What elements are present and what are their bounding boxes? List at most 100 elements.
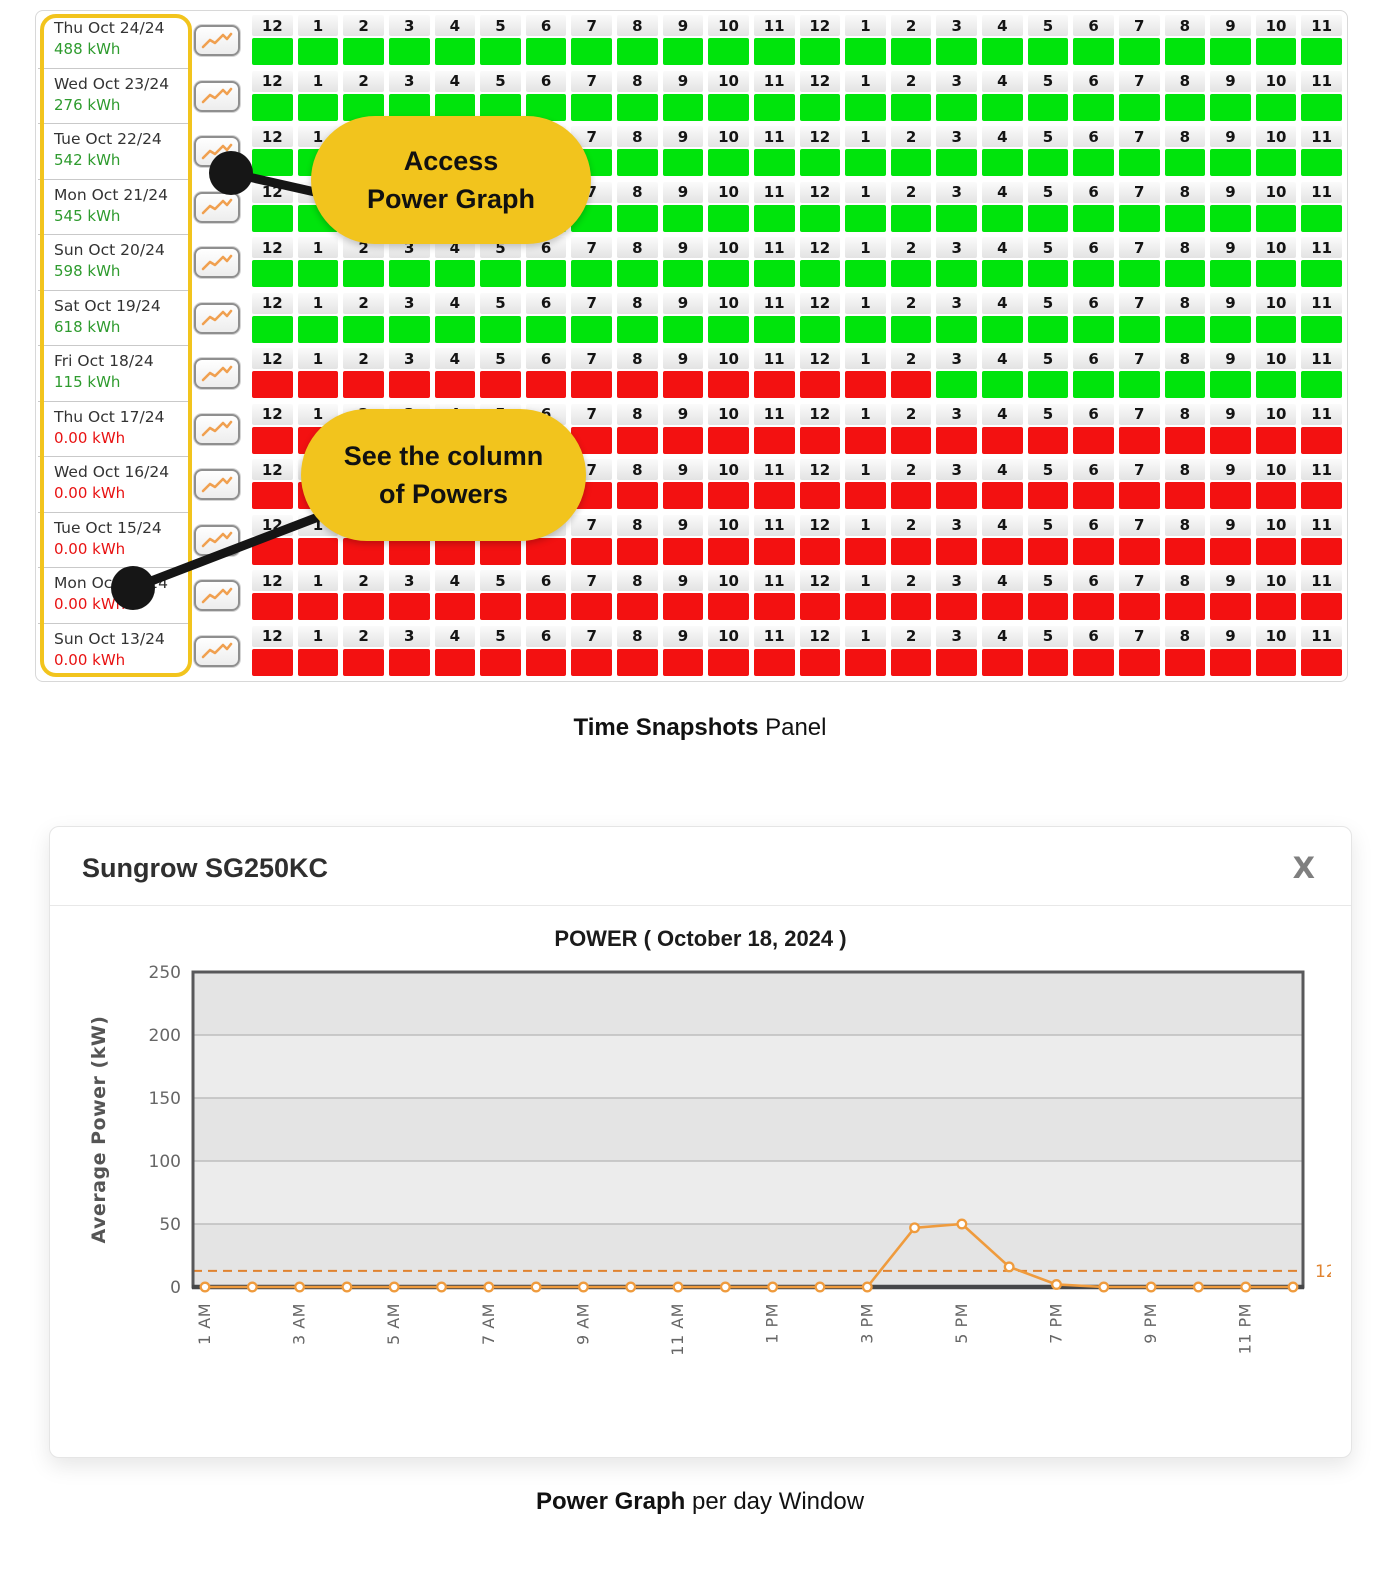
hour-status-cell[interactable] — [525, 315, 567, 343]
power-graph-button[interactable] — [194, 191, 240, 223]
hour-status-cell[interactable] — [1255, 315, 1297, 343]
hour-status-cell[interactable] — [297, 38, 339, 65]
hour-status-cell[interactable] — [252, 260, 293, 287]
hour-status-cell[interactable] — [388, 38, 430, 65]
hour-status-cell[interactable] — [1210, 537, 1251, 565]
hour-status-cell[interactable] — [617, 93, 658, 121]
hour-status-cell[interactable] — [1301, 593, 1342, 620]
hour-status-cell[interactable] — [982, 371, 1023, 398]
hour-status-cell[interactable] — [1164, 38, 1206, 65]
hour-status-cell[interactable] — [1210, 426, 1251, 454]
hour-status-cell[interactable] — [434, 260, 476, 287]
hour-status-cell[interactable] — [1255, 93, 1297, 121]
hour-status-cell[interactable] — [1301, 371, 1342, 398]
hour-status-cell[interactable] — [1301, 204, 1342, 232]
hour-status-cell[interactable] — [1210, 260, 1251, 287]
hour-status-cell[interactable] — [1164, 149, 1206, 176]
hour-status-cell[interactable] — [571, 648, 612, 676]
hour-status-cell[interactable] — [343, 537, 384, 565]
hour-status-cell[interactable] — [1255, 426, 1297, 454]
hour-status-cell[interactable] — [982, 38, 1023, 65]
hour-status-cell[interactable] — [708, 149, 749, 176]
hour-status-cell[interactable] — [662, 260, 704, 287]
hour-status-cell[interactable] — [1255, 149, 1297, 176]
hour-status-cell[interactable] — [936, 38, 977, 65]
hour-status-cell[interactable] — [1027, 426, 1069, 454]
hour-status-cell[interactable] — [708, 371, 749, 398]
hour-status-cell[interactable] — [890, 149, 932, 176]
hour-status-cell[interactable] — [1073, 149, 1114, 176]
hour-status-cell[interactable] — [480, 537, 521, 565]
hour-status-cell[interactable] — [662, 93, 704, 121]
hour-status-cell[interactable] — [982, 315, 1023, 343]
hour-status-cell[interactable] — [1027, 260, 1069, 287]
hour-status-cell[interactable] — [343, 648, 384, 676]
hour-status-cell[interactable] — [1164, 537, 1206, 565]
hour-status-cell[interactable] — [1073, 648, 1114, 676]
hour-status-cell[interactable] — [1164, 593, 1206, 620]
hour-status-cell[interactable] — [1073, 537, 1114, 565]
hour-status-cell[interactable] — [1118, 260, 1160, 287]
hour-status-cell[interactable] — [1027, 371, 1069, 398]
hour-status-cell[interactable] — [753, 593, 795, 620]
hour-status-cell[interactable] — [571, 315, 612, 343]
hour-status-cell[interactable] — [936, 426, 977, 454]
hour-status-cell[interactable] — [617, 648, 658, 676]
hour-status-cell[interactable] — [1164, 315, 1206, 343]
power-graph-button[interactable] — [194, 469, 240, 501]
hour-status-cell[interactable] — [297, 537, 339, 565]
hour-status-cell[interactable] — [617, 426, 658, 454]
hour-status-cell[interactable] — [662, 38, 704, 65]
hour-status-cell[interactable] — [1255, 482, 1297, 509]
hour-status-cell[interactable] — [1255, 593, 1297, 620]
hour-status-cell[interactable] — [936, 315, 977, 343]
hour-status-cell[interactable] — [799, 648, 841, 676]
hour-status-cell[interactable] — [525, 371, 567, 398]
hour-status-cell[interactable] — [982, 204, 1023, 232]
hour-status-cell[interactable] — [1255, 371, 1297, 398]
hour-status-cell[interactable] — [662, 537, 704, 565]
hour-status-cell[interactable] — [936, 93, 977, 121]
hour-status-cell[interactable] — [890, 648, 932, 676]
hour-status-cell[interactable] — [890, 204, 932, 232]
hour-status-cell[interactable] — [753, 204, 795, 232]
hour-status-cell[interactable] — [1118, 426, 1160, 454]
hour-status-cell[interactable] — [1027, 38, 1069, 65]
hour-status-cell[interactable] — [388, 648, 430, 676]
hour-status-cell[interactable] — [662, 426, 704, 454]
power-graph-button[interactable] — [194, 524, 240, 556]
hour-status-cell[interactable] — [982, 260, 1023, 287]
hour-status-cell[interactable] — [845, 482, 886, 509]
hour-status-cell[interactable] — [845, 315, 886, 343]
hour-status-cell[interactable] — [617, 371, 658, 398]
hour-status-cell[interactable] — [753, 38, 795, 65]
hour-status-cell[interactable] — [388, 260, 430, 287]
hour-status-cell[interactable] — [252, 648, 293, 676]
hour-status-cell[interactable] — [388, 537, 430, 565]
hour-status-cell[interactable] — [571, 260, 612, 287]
hour-status-cell[interactable] — [1027, 204, 1069, 232]
hour-status-cell[interactable] — [845, 38, 886, 65]
hour-status-cell[interactable] — [525, 260, 567, 287]
power-graph-button[interactable] — [194, 635, 240, 667]
hour-status-cell[interactable] — [617, 204, 658, 232]
hour-status-cell[interactable] — [799, 371, 841, 398]
hour-status-cell[interactable] — [1118, 593, 1160, 620]
hour-status-cell[interactable] — [753, 260, 795, 287]
hour-status-cell[interactable] — [799, 93, 841, 121]
hour-status-cell[interactable] — [617, 482, 658, 509]
hour-status-cell[interactable] — [890, 482, 932, 509]
hour-status-cell[interactable] — [571, 593, 612, 620]
hour-status-cell[interactable] — [252, 537, 293, 565]
hour-status-cell[interactable] — [799, 426, 841, 454]
hour-status-cell[interactable] — [343, 315, 384, 343]
hour-status-cell[interactable] — [1255, 204, 1297, 232]
hour-status-cell[interactable] — [571, 371, 612, 398]
hour-status-cell[interactable] — [890, 426, 932, 454]
hour-status-cell[interactable] — [1255, 648, 1297, 676]
hour-status-cell[interactable] — [1027, 315, 1069, 343]
hour-status-cell[interactable] — [936, 648, 977, 676]
hour-status-cell[interactable] — [617, 315, 658, 343]
power-graph-button[interactable] — [194, 80, 240, 112]
hour-status-cell[interactable] — [252, 93, 293, 121]
